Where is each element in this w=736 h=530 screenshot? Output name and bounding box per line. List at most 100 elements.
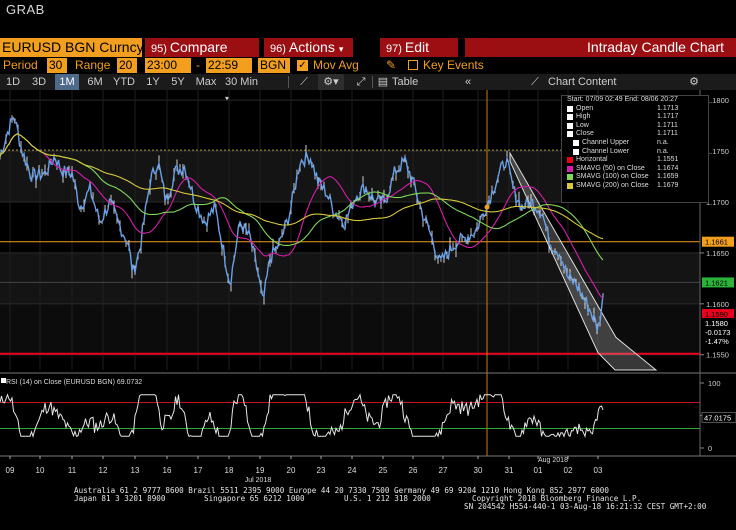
collapse-icon[interactable]: « (464, 76, 472, 88)
pencil-icon[interactable]: ✎ (386, 58, 397, 72)
rsi-line (0, 393, 604, 439)
range-1y-button[interactable]: 1Y (146, 76, 160, 88)
price-tag (702, 277, 734, 288)
actions-num: 96) (270, 43, 286, 55)
table-button[interactable]: Table (392, 76, 419, 88)
table-icon[interactable]: ▤ (377, 76, 389, 88)
range-ytd-button[interactable]: YTD (113, 76, 135, 88)
rsi-label: RSI (14) on Close (EURUSD BGN) 69.0732 (6, 379, 142, 386)
range-6m-button[interactable]: 6M (87, 76, 103, 88)
rsi-tag (701, 411, 736, 423)
legend-swatch (567, 122, 573, 129)
x-tick-label: 09 (6, 466, 15, 475)
x-tick-label: 17 (194, 466, 203, 475)
x-period-label: Jul 2018 (245, 477, 272, 484)
price-tag (702, 327, 734, 337)
checkbox-checked-icon[interactable]: ✓ (297, 60, 308, 71)
period-label: Period (3, 58, 38, 72)
security-field[interactable]: EURUSD BGN Curncy (0, 38, 142, 57)
y-tick-label: 1.1550 (706, 351, 729, 360)
x-tick-label: 20 (287, 466, 296, 475)
x-tick-label: 24 (348, 466, 357, 475)
legend-row: High 1.1717 (562, 113, 708, 122)
channel-band (509, 151, 658, 371)
x-tick-label: 13 (131, 466, 140, 475)
x-tick-label: 10 (36, 466, 45, 475)
legend-label: Open (576, 104, 594, 112)
range-field[interactable]: 20 (117, 58, 137, 73)
legend-label: Channel Lower (582, 147, 630, 155)
y-tick-label: 1.1650 (706, 249, 729, 258)
x-tick-label: 01 (534, 466, 543, 475)
legend-value: n.a. (657, 147, 669, 155)
chevron-down-icon: ▾ (225, 94, 230, 103)
compare-label: Compare (169, 39, 228, 55)
compare-button[interactable]: 95) Compare (145, 38, 259, 57)
time-to-field[interactable]: 22:59 (206, 58, 252, 73)
band-shade (0, 252, 700, 304)
legend-value: 1.1679 (657, 181, 679, 189)
actions-button[interactable]: 96) Actions ▾ (264, 38, 353, 57)
grab-label: GRAB (6, 2, 45, 17)
rsi-tick-label: 0 (708, 444, 712, 453)
time-from-field[interactable]: 23:00 (145, 58, 191, 73)
line-chart-icon[interactable]: ⟋ (300, 76, 308, 88)
range-max-button[interactable]: Max (195, 76, 217, 88)
x-tick-label: 18 (225, 466, 234, 475)
price-tag (702, 336, 734, 346)
divider (288, 76, 289, 88)
legend-header: Start: 07/09 02:49 End: 08/06 20:27 (567, 96, 678, 103)
range-1m-button[interactable]: 1M (55, 74, 79, 90)
range-3d-button[interactable]: 3D (31, 76, 47, 88)
source-field[interactable]: BGN (258, 58, 290, 73)
price-tag-label: -0.0173 (705, 328, 730, 337)
interval-select[interactable]: 30 Min ▾ (225, 74, 265, 103)
x-tick-label: 16 (163, 466, 172, 475)
settings-bar: Period 30 Range 20 23:00 - 22:59 BGN ✓ M… (0, 58, 736, 73)
compare-num: 95) (151, 43, 167, 55)
legend-label: High (576, 113, 591, 121)
interval-value: 30 Min (225, 76, 259, 88)
range-5y-button[interactable]: 5Y (171, 76, 185, 88)
range-label: Range (75, 58, 111, 72)
x-tick-label: 26 (409, 466, 418, 475)
x-tick-label: 25 (379, 466, 388, 475)
price-tag (702, 318, 734, 328)
rsi-swatch (1, 378, 6, 383)
gear-icon[interactable]: ⚙ (689, 76, 699, 88)
zoom-icon[interactable]: ⤢ (356, 76, 366, 88)
edit-button[interactable]: 97)Edit▾ (380, 38, 458, 57)
legend-label: SMAVG (100) on Close (576, 173, 649, 181)
chart-style-icon[interactable]: ⚙▾ (318, 74, 344, 90)
y-tick-label: 1.1800 (706, 96, 729, 105)
band-shade (0, 303, 700, 355)
x-tick-label: 12 (99, 466, 108, 475)
legend-row: Low 1.1711 (562, 122, 708, 131)
checkbox-unchecked-icon[interactable] (408, 60, 418, 70)
rsi-tick-label: 100 (708, 379, 721, 388)
legend-row: Channel Lower n.a. (562, 148, 708, 157)
range-1d-button[interactable]: 1D (5, 76, 21, 88)
chart-title: Intraday Candle Chart (465, 38, 736, 57)
legend-swatch (573, 148, 579, 155)
sma200-line (0, 133, 604, 240)
legend-label: Close (576, 130, 594, 138)
footer-line-3: SN 204542 H554-440-1 03-Aug-18 16:21:32 … (464, 502, 707, 511)
legend-value: 1.1551 (657, 156, 679, 164)
mov-avg-label: Mov Avg (313, 58, 359, 72)
cursor-marker (484, 204, 490, 210)
legend-value: 1.1711 (657, 121, 678, 129)
footer-line-2a: Japan 81 3 3201 8900 (74, 494, 166, 503)
chart-content-button[interactable]: Chart Content (548, 76, 617, 88)
period-field[interactable]: 30 (47, 58, 67, 73)
divider (372, 76, 373, 88)
sma100-line (0, 133, 604, 261)
legend-row: Horizontal 1.1551 (562, 156, 708, 165)
chevron-down-icon: ▾ (338, 44, 344, 54)
price-tag-label: 1.1621 (705, 278, 728, 287)
price-tag-label: 1.1661 (705, 238, 728, 247)
legend-label: SMAVG (50) on Close (576, 164, 645, 172)
legend-row: SMAVG (200) on Close 1.1679 (562, 182, 708, 191)
chart-content-icon: ⟋ (531, 76, 539, 88)
legend-value: 1.1717 (657, 113, 679, 121)
